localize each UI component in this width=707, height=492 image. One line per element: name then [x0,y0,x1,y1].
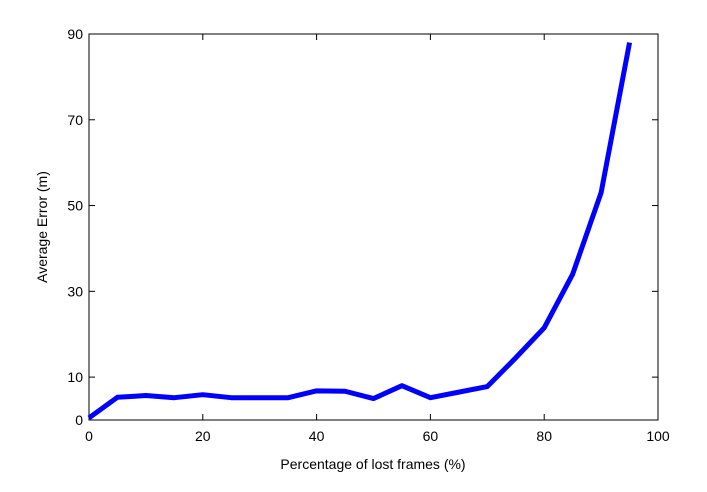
data-line [87,42,633,420]
y-tick-label: 70 [67,112,83,128]
y-tick-label: 0 [75,412,83,428]
x-tick-label: 40 [309,428,325,444]
x-axis-label: Percentage of lost frames (%) [280,456,465,472]
x-tick-label: 20 [195,428,211,444]
x-tick-label: 0 [85,428,93,444]
y-tick-label: 50 [67,198,83,214]
y-tick-label: 10 [67,369,83,385]
x-tick-label: 100 [646,428,670,444]
x-tick-label: 60 [423,428,439,444]
y-axis-label: Average Error (m) [34,171,50,283]
plot-frame [88,33,659,421]
x-tick-label: 80 [536,428,552,444]
y-tick-label: 90 [67,26,83,42]
y-tick-label: 30 [67,283,83,299]
